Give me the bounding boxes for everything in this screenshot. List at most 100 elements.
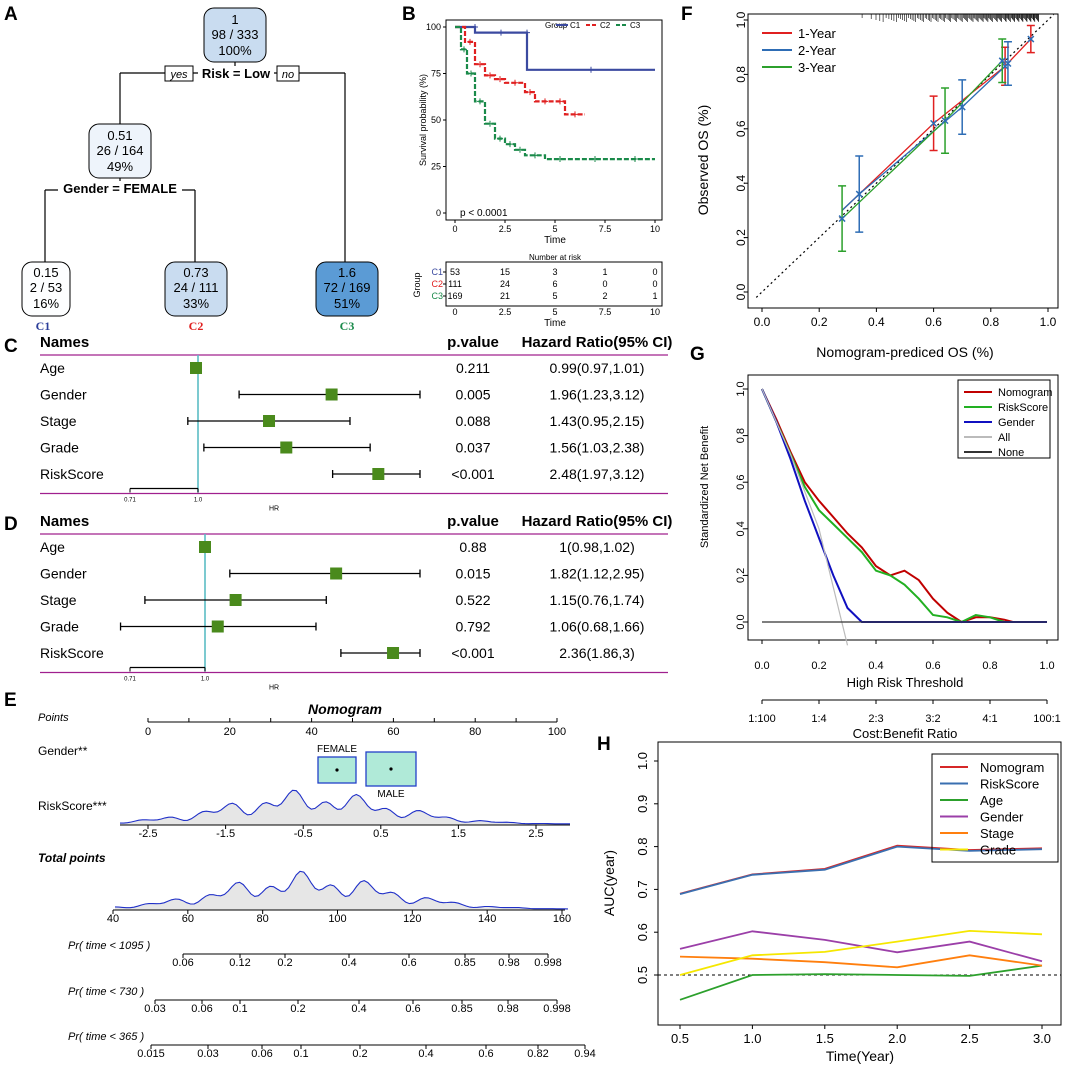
km-legend-label-c3: C3 bbox=[630, 21, 641, 30]
tree-leaf-c1 bbox=[21, 261, 71, 317]
risk-cell: 111 bbox=[448, 279, 462, 289]
nomogram-pr365-tick-label: 0.94 bbox=[574, 1048, 595, 1060]
forest-ci bbox=[229, 569, 421, 578]
km-curve-c2 bbox=[455, 25, 585, 116]
forest-row-hr: 0.99(0.97,1.01) bbox=[550, 360, 645, 376]
km-censor-mark bbox=[487, 72, 493, 79]
km-xtick-label: 7.5 bbox=[599, 224, 612, 234]
dca-x2-tick-label: 4:1 bbox=[982, 713, 997, 725]
km-pvalue: p < 0.0001 bbox=[460, 208, 508, 219]
forest-row-hr: 2.36(1.86,3) bbox=[559, 645, 635, 661]
forest-row-pvalue: 0.088 bbox=[455, 413, 490, 429]
km-ylabel: Survival probability (%) bbox=[418, 74, 428, 166]
panel-h-auc-plot: 0.5 0.6 0.7 0.8 0.9 1.0 0.5 1.0 1.5 2.0 2.5 3.0 Time… bbox=[601, 741, 1062, 1064]
root-ratio: 98 / 333 bbox=[212, 27, 259, 42]
nomogram-pr1095-tick-label: 0.998 bbox=[534, 957, 562, 969]
forest-row-pvalue: <0.001 bbox=[451, 645, 494, 661]
risk-cell: 0 bbox=[652, 279, 657, 289]
calib-line-2-year bbox=[841, 63, 1009, 211]
forest-estimate bbox=[330, 567, 343, 580]
forest-axis-tick-label: 0.71 bbox=[124, 498, 136, 504]
risk-cell: 24 bbox=[500, 279, 510, 289]
calib-legend-label: 2-Year bbox=[798, 43, 836, 58]
panel-label-c: C bbox=[4, 336, 18, 357]
forest-row-name: RiskScore bbox=[40, 645, 104, 661]
nomogram-riskscore-tick-label: 1.5 bbox=[451, 828, 466, 840]
risk-cell: 3 bbox=[552, 267, 557, 277]
forest-row-name: Age bbox=[40, 539, 65, 555]
nomogram-pr730-label: Pr( time < 730 ) bbox=[68, 986, 144, 998]
dca-legend-label: None bbox=[998, 447, 1024, 459]
nomogram-total-label: Total points bbox=[38, 851, 106, 865]
nomogram-total-tick-label: 80 bbox=[257, 913, 269, 925]
leaf2-name: C2 bbox=[189, 319, 204, 333]
calib-ytick-label: 0.8 bbox=[734, 66, 748, 83]
km-censor-mark bbox=[524, 29, 530, 36]
dca-ytick-label: 0.6 bbox=[735, 475, 747, 490]
nomogram-points-tick-label: 20 bbox=[224, 726, 236, 738]
nomogram-pr1095-tick-label: 0.4 bbox=[341, 957, 356, 969]
forest-row-pvalue: <0.001 bbox=[451, 466, 494, 482]
nomogram-gender-female-label: FEMALE bbox=[317, 744, 357, 755]
nomogram-pr730-tick-label: 0.85 bbox=[451, 1003, 472, 1015]
km-censor-mark bbox=[588, 66, 594, 73]
calib-ytick-label: 1.0 bbox=[734, 11, 748, 28]
km-xtick-label: 2.5 bbox=[499, 224, 512, 234]
auc-ytick-label: 0.9 bbox=[635, 795, 650, 813]
forest-row-hr: 1.56(1.03,2.38) bbox=[550, 440, 645, 456]
auc-legend-label: Stage bbox=[980, 826, 1014, 841]
dca-x2-tick-label: 1:4 bbox=[811, 713, 826, 725]
forest-row-pvalue: 0.792 bbox=[455, 619, 490, 635]
split1-yes-box bbox=[164, 65, 194, 82]
km-censor-mark bbox=[472, 24, 478, 30]
forest-row-name: Grade bbox=[40, 440, 79, 456]
panel-label-h: H bbox=[597, 734, 611, 755]
nomogram-pr730-tick-label: 0.06 bbox=[191, 1003, 212, 1015]
nomogram-total-density-fill bbox=[115, 871, 568, 910]
auc-ytick-label: 0.7 bbox=[635, 880, 650, 898]
nomogram-gender-male-label: MALE bbox=[377, 789, 405, 800]
nomogram-points-tick-label: 40 bbox=[305, 726, 317, 738]
calib-legend-label: 3-Year bbox=[798, 60, 836, 75]
node2-ratio: 26 / 164 bbox=[97, 143, 144, 158]
km-ytick-label: 100 bbox=[426, 22, 441, 32]
leaf2-ratio: 24 / 111 bbox=[173, 280, 218, 295]
split1-label: Risk = Low bbox=[202, 66, 271, 81]
forest-row-hr: 1(0.98,1.02) bbox=[559, 539, 635, 555]
nomogram-points-tick-label: 80 bbox=[469, 726, 481, 738]
km-censor-mark bbox=[477, 98, 483, 105]
risk-xtick-label: 2.5 bbox=[499, 307, 512, 317]
tree-leaf-c2 bbox=[164, 261, 228, 317]
forest-header-names: Names bbox=[40, 513, 89, 530]
nomogram-riskscore-tick-label: 0.5 bbox=[373, 828, 388, 840]
dca-curve-riskscore bbox=[761, 388, 1005, 624]
forest-row-hr: 1.43(0.95,2.15) bbox=[550, 413, 645, 429]
panel-label-e: E bbox=[4, 690, 17, 711]
km-censor-mark bbox=[477, 61, 483, 68]
dca-ytick-label: 0.2 bbox=[735, 568, 747, 583]
tree-root-node bbox=[203, 7, 267, 63]
risk-cell: 169 bbox=[447, 291, 462, 301]
panel-c-forest-univariate: Names p.value Hazard Ratio(95% CI) Age 0.211… bbox=[40, 334, 672, 513]
nomogram-pr730-tick-label: 0.98 bbox=[497, 1003, 518, 1015]
calib-ytick-label: 0.6 bbox=[734, 120, 748, 137]
auc-ytick-label: 1.0 bbox=[635, 752, 650, 770]
dca-x2-tick-label: 100:1 bbox=[1033, 713, 1061, 725]
forest-row-pvalue: 0.88 bbox=[459, 539, 486, 555]
forest-row-pvalue: 0.211 bbox=[456, 360, 490, 376]
nomogram-total-density-line bbox=[114, 870, 569, 910]
km-censor-mark bbox=[498, 29, 504, 36]
forest-header-hr: Hazard Ratio(95% CI) bbox=[522, 513, 673, 530]
nomogram-riskscore-density-fill bbox=[120, 790, 570, 825]
km-xtick-label: 0 bbox=[452, 224, 457, 234]
nomogram-pr1095-tick-label: 0.2 bbox=[277, 957, 292, 969]
auc-xlabel: Time(Year) bbox=[826, 1048, 894, 1064]
km-censor-mark bbox=[467, 38, 473, 45]
calib-xtick-label: 1.0 bbox=[1040, 315, 1057, 329]
risk-cell: 5 bbox=[552, 291, 557, 301]
panel-d-forest-multivariate: Names p.value Hazard Ratio(95% CI) Age 0.88 1… bbox=[40, 513, 672, 692]
nomogram-pr365-tick-label: 0.1 bbox=[293, 1048, 308, 1060]
node2-pct: 49% bbox=[107, 159, 133, 174]
forest-estimate bbox=[229, 594, 242, 606]
leaf1-pct: 16% bbox=[33, 296, 59, 311]
